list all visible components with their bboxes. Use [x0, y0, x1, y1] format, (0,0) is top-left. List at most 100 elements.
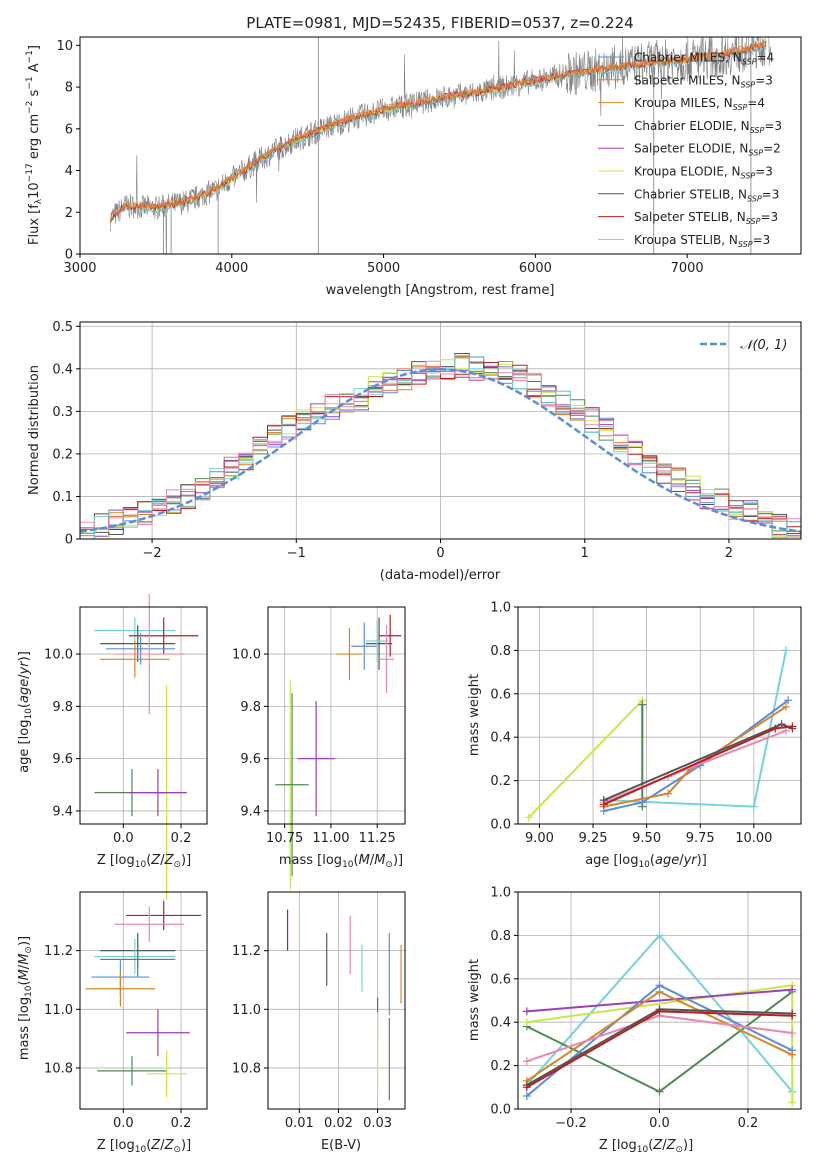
y-tick-label: 0 [65, 248, 73, 263]
plot-frame [517, 606, 802, 825]
x-tick-label: 5000 [367, 261, 400, 276]
y-tick-label: 11.0 [44, 1003, 73, 1018]
legend-label: Salpeter ELODIE, NSSP=2 [634, 142, 781, 158]
y-tick-label: 0.4 [490, 731, 511, 746]
x-tick-label: 11.00 [312, 831, 349, 846]
mw-age-ylabel: mass weight [467, 674, 482, 756]
legend-label: Chabrier MILES, NSSP=4 [634, 51, 774, 67]
y-tick-label: 9.4 [240, 804, 261, 819]
x-tick-label: 6000 [519, 261, 552, 276]
axes: −2 −1 0 1 2 0 0.1 0.2 0.3 0.4 0.5 [52, 320, 802, 561]
y-tick-label: 0.4 [490, 1016, 511, 1031]
y-tick-label: 0.6 [490, 687, 511, 702]
x-tick-label: 0.0 [113, 1116, 134, 1131]
massweight-line [527, 697, 644, 819]
x-tick-label: 0.0 [649, 1116, 670, 1131]
x-tick-label: 9.50 [632, 831, 661, 846]
age-mass-xlabel: mass [log10(M/M⊙)] [279, 853, 403, 870]
age-vs-mass-panel: 10.75 11.00 11.25 9.4 9.6 9.8 10.0 mass [log10… [232, 606, 406, 890]
spectrum-ylabel: Flux [fλ10−17 erg cm−2 s−1 A−1] [25, 45, 44, 245]
y-tick-label: 1.0 [490, 601, 511, 616]
massweight-point [522, 1057, 531, 1066]
marks [80, 353, 801, 539]
x-tick-label: −0.2 [555, 1116, 587, 1131]
axes: 0.0 0.2 10.8 11.0 11.2 [44, 891, 208, 1131]
massweight-vs-z-panel: −0.2 0.0 0.2 0.0 0.2 0.4 0.6 0.8 1.0 Z [log10(Z/… [467, 886, 802, 1155]
y-tick-label: 10.0 [44, 648, 73, 663]
x-tick-label: 0.03 [363, 1116, 392, 1131]
spectrum-title: PLATE=0981, MJD=52435, FIBERID=0537, z=0… [246, 14, 633, 32]
mw-age-xlabel: age [log10(age/yr)] [585, 853, 707, 870]
legend-label: Chabrier STELIB, NSSP=3 [634, 187, 779, 203]
legend-label: Salpeter STELIB, NSSP=3 [634, 210, 778, 226]
mass-z-ylabel: mass [log10(M/M⊙)] [17, 936, 34, 1060]
x-tick-label: 3000 [63, 261, 96, 276]
histogram-ylabel: Normed distribution [27, 365, 42, 495]
massweight-point [781, 702, 790, 711]
x-tick-label: 10.00 [735, 831, 772, 846]
spectrum-xlabel: wavelength [Angstrom, rest frame] [326, 283, 555, 298]
age-z-xlabel: Z [log10(Z/Z⊙)] [97, 853, 191, 870]
x-tick-label: 9.75 [686, 831, 715, 846]
massweight-point [749, 802, 758, 811]
massweight-point [522, 1018, 531, 1027]
y-tick-label: 11.0 [232, 1003, 261, 1018]
x-tick-label: −1 [287, 546, 306, 561]
massweight-point [784, 696, 793, 705]
mw-z-xlabel: Z [log10(Z/Z⊙)] [599, 1138, 693, 1155]
massweight-point [522, 1007, 531, 1016]
x-tick-label: 2 [725, 546, 733, 561]
y-tick-label: 10.8 [232, 1061, 261, 1076]
x-tick-label: 0.0 [113, 831, 134, 846]
mass-vs-z-panel: 0.0 0.2 10.8 11.0 11.2 Z [log10(Z/Z⊙)] mass … [17, 891, 208, 1155]
massweight-point [524, 813, 533, 822]
massweight-point [788, 1029, 797, 1038]
histogram-legend: 𝒩(0, 1) [700, 338, 787, 353]
age-z-ylabel: age [log10(age/yr)] [17, 651, 34, 773]
massweight-point [788, 985, 797, 994]
y-tick-label: 9.8 [240, 700, 261, 715]
grid-lines [268, 892, 405, 1109]
axes: 0.01 0.02 0.03 10.8 11.0 11.2 [232, 891, 406, 1131]
axes: −0.2 0.0 0.2 0.0 0.2 0.4 0.6 0.8 1.0 [490, 886, 802, 1131]
x-tick-label: 0.01 [285, 1116, 314, 1131]
legend-label: Kroupa STELIB, NSSP=3 [634, 233, 770, 249]
legend-label: Salpeter MILES, NSSP=3 [634, 73, 773, 89]
massweight-point [788, 1011, 797, 1020]
mass-z-xlabel: Z [log10(Z/Z⊙)] [97, 1138, 191, 1155]
y-tick-label: 9.4 [52, 804, 73, 819]
massweight-point [522, 1091, 531, 1100]
y-tick-label: 0.8 [490, 644, 511, 659]
legend-label: Kroupa ELODIE, NSSP=3 [634, 165, 773, 181]
y-tick-label: 11.2 [44, 944, 73, 959]
y-tick-label: 11.2 [232, 944, 261, 959]
y-tick-label: 9.8 [52, 700, 73, 715]
massweight-point [655, 987, 664, 996]
marks [286, 909, 402, 1101]
massweight-point [664, 789, 673, 798]
y-tick-label: 0.1 [52, 490, 73, 505]
y-tick-label: 0.2 [490, 774, 511, 789]
massweight-point [788, 1098, 797, 1107]
plot-frame [79, 36, 802, 255]
y-tick-label: 8 [65, 81, 73, 96]
massweight-vs-age-panel: 9.00 9.25 9.50 9.75 10.000.00.20.40.60.81.0 … [467, 601, 802, 870]
massweight-line [526, 988, 793, 1013]
massweight-point [638, 700, 647, 709]
plot-frame [517, 891, 802, 1110]
y-tick-label: 6 [65, 122, 73, 137]
massweight-point [522, 1083, 531, 1092]
massweight-line [603, 705, 787, 808]
y-tick-label: 2 [65, 206, 73, 221]
legend-label: Kroupa MILES, NSSP=4 [634, 96, 765, 112]
x-tick-label: 9.25 [579, 831, 608, 846]
marks [94, 593, 199, 900]
axes: 0.0 0.2 9.4 9.6 9.8 10.0 [44, 606, 208, 846]
plot-frame [79, 606, 208, 825]
x-tick-label: −2 [143, 546, 162, 561]
grid-lines [268, 607, 405, 824]
massweight-point [788, 722, 797, 731]
massweight-point [655, 1087, 664, 1096]
model-line [109, 39, 767, 221]
